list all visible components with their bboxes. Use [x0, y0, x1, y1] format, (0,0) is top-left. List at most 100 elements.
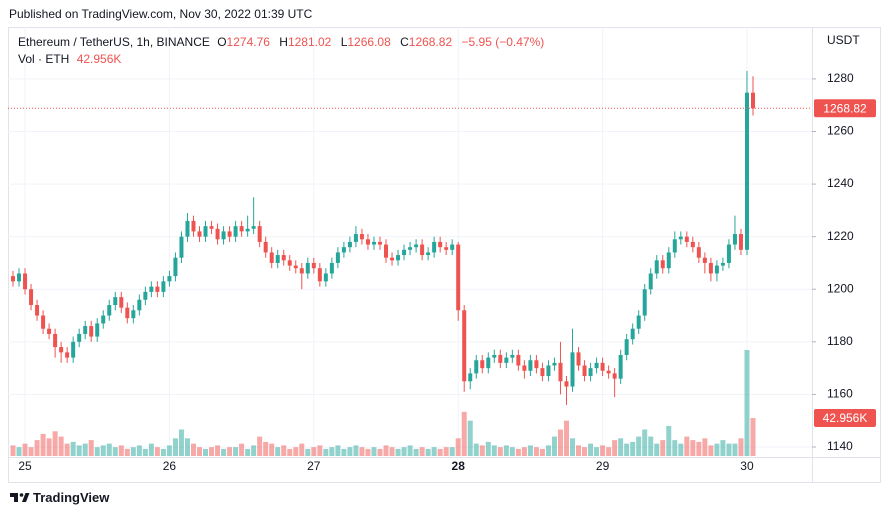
candle-body — [642, 289, 647, 316]
candles — [11, 71, 755, 405]
candle-body — [23, 273, 28, 290]
volume-bar — [431, 447, 437, 456]
volume-bar — [58, 436, 64, 456]
candle-body — [155, 286, 160, 292]
volume-bar — [365, 448, 371, 456]
candle-body — [732, 234, 737, 245]
candle-body — [522, 365, 527, 371]
volume-bar — [600, 445, 606, 456]
volume-bar — [612, 440, 618, 456]
volume-bar — [287, 448, 293, 456]
candle-body — [353, 234, 358, 242]
volume-bar — [684, 436, 690, 456]
volume-bar — [383, 445, 389, 456]
ohlc-label: L — [340, 35, 348, 49]
volume-badge-label: 42.956K — [823, 411, 868, 425]
volume-bar — [696, 441, 702, 456]
candle-body — [510, 354, 515, 358]
volume-bar — [197, 447, 203, 456]
candle-body — [137, 299, 142, 311]
volume-bar — [178, 429, 184, 456]
candle-body — [726, 244, 731, 263]
candle-body — [468, 373, 473, 382]
volume-bar — [347, 447, 353, 456]
volume-bar — [341, 448, 347, 456]
candle-body — [335, 252, 340, 263]
volume-bar — [118, 445, 124, 456]
volume-bar — [606, 447, 612, 456]
candle-body — [480, 360, 485, 369]
candle-body — [167, 276, 172, 282]
volume-bar — [563, 420, 569, 456]
volume-bar — [64, 443, 70, 456]
volume-bar — [172, 438, 178, 456]
volume-bar — [28, 447, 34, 456]
candle-body — [287, 260, 292, 266]
candle-body — [558, 362, 563, 382]
candle-body — [624, 339, 629, 355]
volume-bar — [485, 441, 491, 456]
volume-bar — [275, 447, 281, 456]
volume-bar — [570, 438, 576, 456]
volume-bar — [473, 443, 479, 456]
candle-body — [329, 262, 334, 274]
volume-bar — [509, 447, 515, 456]
candle-body — [89, 326, 94, 337]
candle-body — [534, 360, 539, 369]
candle-body — [215, 228, 220, 240]
volume-bar — [720, 440, 726, 456]
candle-body — [720, 262, 725, 266]
price-change: −5.95 (−0.47%) — [461, 35, 545, 49]
candle-body — [83, 326, 88, 334]
volume-bar — [576, 445, 582, 456]
candle-body — [402, 249, 407, 256]
y-tick-label: 1140 — [827, 439, 853, 453]
candle-body — [576, 352, 581, 366]
candle-body — [594, 362, 599, 369]
y-tick-label: 1260 — [827, 124, 854, 138]
volume-bar — [401, 447, 407, 456]
volume-bar — [142, 448, 148, 456]
volume-bar — [750, 418, 756, 456]
candle-body — [540, 368, 545, 377]
candle-body — [492, 354, 497, 358]
candle-body — [648, 273, 653, 290]
candle-body — [77, 333, 82, 342]
volume-bar — [738, 438, 744, 456]
volume-bar — [702, 438, 708, 456]
volume-bar — [94, 447, 100, 456]
candle-body — [11, 276, 15, 282]
candle-body — [299, 268, 304, 274]
candle-body — [71, 341, 76, 358]
candle-body — [636, 315, 641, 329]
published-note: Published on TradingView.com, Nov 30, 20… — [9, 7, 313, 21]
candle-body — [708, 262, 713, 274]
volume-bar — [503, 445, 509, 456]
volume-bar — [557, 429, 563, 456]
last-price-label: 1268.82 — [823, 101, 867, 115]
volume-bar — [455, 438, 461, 456]
candle-body — [131, 310, 136, 319]
candle-body — [666, 252, 671, 269]
volume-bar — [527, 445, 533, 456]
y-tick-label: 1280 — [827, 71, 854, 85]
volume-bar — [425, 448, 431, 456]
volume-bar — [437, 448, 443, 456]
volume-bar — [582, 447, 588, 456]
candle-body — [654, 260, 659, 274]
volume-bar — [130, 447, 136, 456]
volume-bar — [34, 440, 40, 456]
candle-body — [444, 247, 449, 250]
volume-bar — [642, 429, 648, 456]
x-tick-label: 25 — [18, 459, 32, 473]
volume-bar — [521, 447, 527, 456]
volume-bar — [497, 447, 503, 456]
volume-bar — [251, 445, 257, 456]
volume-bar — [329, 447, 335, 456]
volume-bar — [551, 436, 557, 456]
y-tick-label: 1240 — [827, 176, 854, 190]
volume-bar — [588, 443, 594, 456]
volume-bar — [40, 433, 46, 456]
candle-body — [281, 255, 286, 261]
ohlc-label: O — [217, 35, 227, 49]
